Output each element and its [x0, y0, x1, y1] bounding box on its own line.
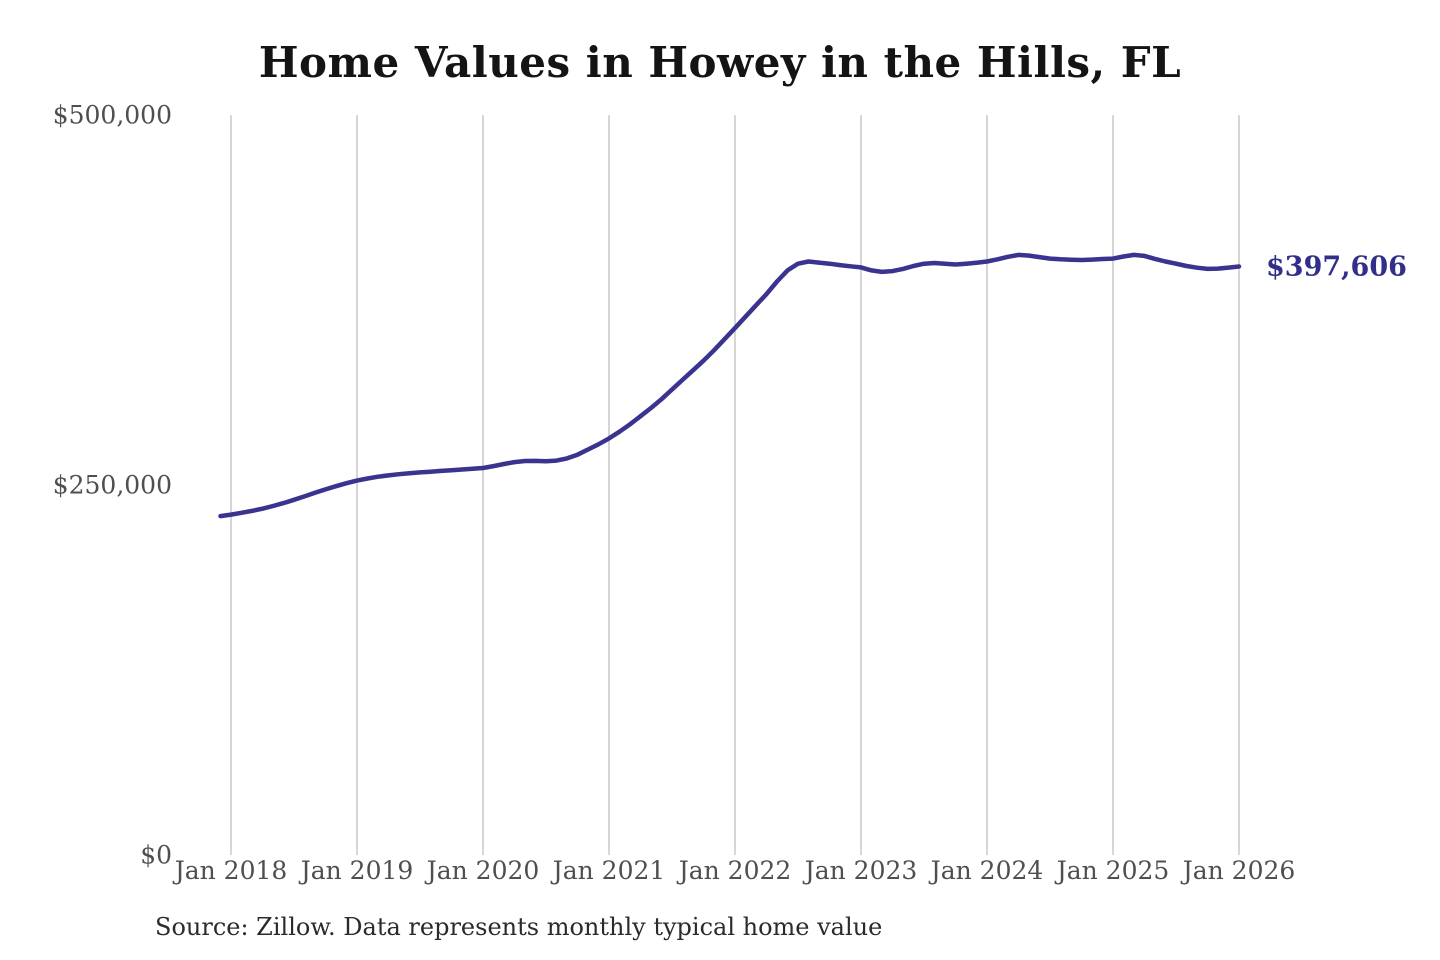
- latest-value-label: $397,606: [1266, 251, 1407, 283]
- x-axis-tick-label: Jan 2026: [1182, 856, 1296, 885]
- y-axis-tick-label: $250,000: [52, 470, 172, 500]
- x-axis-tick-label: Jan 2018: [174, 856, 288, 885]
- x-axis-tick-label: Jan 2025: [1056, 856, 1170, 885]
- y-axis-tick-label: $500,000: [52, 100, 172, 130]
- source-note: Source: Zillow. Data represents monthly …: [155, 913, 883, 941]
- home-value-line-series: [218, 252, 1242, 519]
- chart-title: Home Values in Howey in the Hills, FL: [258, 38, 1182, 87]
- x-axis-tick-label: Jan 2019: [300, 856, 414, 885]
- x-axis-tick-label: Jan 2021: [552, 856, 666, 885]
- x-axis-tick-label: Jan 2020: [426, 856, 540, 885]
- y-axis-tick-label: $0: [140, 840, 172, 870]
- x-axis-tick-label: Jan 2023: [804, 856, 918, 885]
- x-axis-tick-label: Jan 2024: [930, 856, 1044, 885]
- x-axis-tick-label: Jan 2022: [678, 856, 792, 885]
